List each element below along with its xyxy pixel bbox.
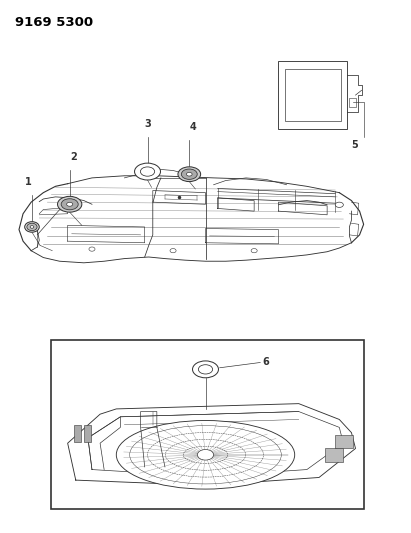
Text: 1: 1 <box>25 177 32 188</box>
Ellipse shape <box>181 169 197 180</box>
Bar <box>279 61 347 130</box>
Bar <box>349 98 356 108</box>
Text: 2: 2 <box>70 152 77 162</box>
Ellipse shape <box>30 225 34 228</box>
Ellipse shape <box>335 202 343 207</box>
Ellipse shape <box>141 167 155 176</box>
Text: 3: 3 <box>144 119 151 130</box>
Bar <box>84 425 91 442</box>
Ellipse shape <box>199 365 212 374</box>
Text: 4: 4 <box>190 122 197 132</box>
Text: 6: 6 <box>262 358 269 367</box>
Bar <box>335 435 353 448</box>
Ellipse shape <box>116 421 295 489</box>
Ellipse shape <box>27 223 37 231</box>
Ellipse shape <box>251 248 257 253</box>
Ellipse shape <box>61 199 78 210</box>
Ellipse shape <box>134 163 161 180</box>
Ellipse shape <box>178 167 201 182</box>
Ellipse shape <box>67 203 73 206</box>
Text: 5: 5 <box>351 140 358 150</box>
Ellipse shape <box>89 247 95 251</box>
Bar <box>284 69 341 122</box>
Ellipse shape <box>197 449 214 460</box>
Bar <box>51 341 364 509</box>
Bar <box>325 448 343 462</box>
Text: 9169 5300: 9169 5300 <box>15 16 93 29</box>
Ellipse shape <box>170 248 176 253</box>
Ellipse shape <box>192 361 219 378</box>
Ellipse shape <box>58 196 82 212</box>
Ellipse shape <box>187 172 192 176</box>
Bar <box>74 425 81 442</box>
Ellipse shape <box>25 222 39 232</box>
